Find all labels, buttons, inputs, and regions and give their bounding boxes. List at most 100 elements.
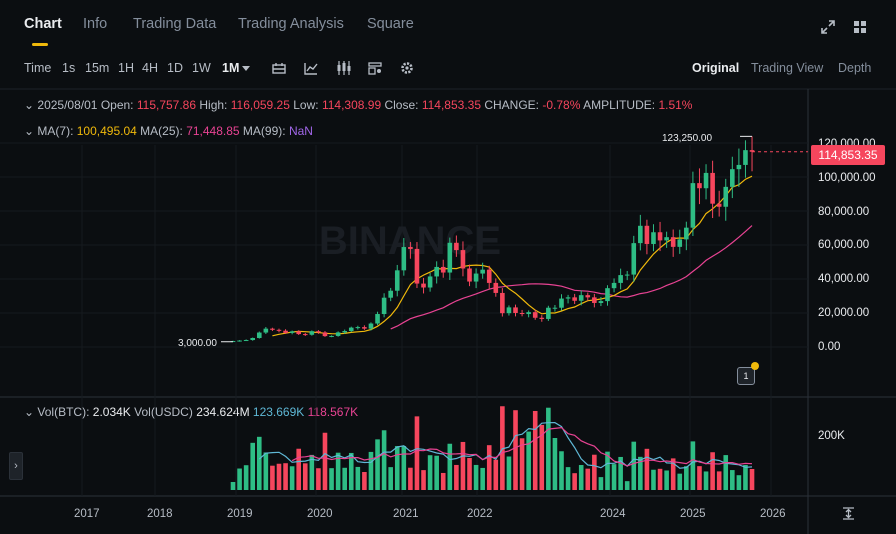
- high-label: High:: [199, 98, 228, 112]
- interval-1d[interactable]: 1D: [167, 61, 183, 75]
- tab-square[interactable]: Square: [367, 16, 414, 32]
- volume-bar: [473, 464, 479, 490]
- view-original[interactable]: Original: [692, 61, 740, 75]
- candle-body: [532, 312, 538, 318]
- volume-bar: [644, 448, 650, 490]
- ohlc-date: 2025/08/01: [37, 98, 98, 112]
- grid-icon[interactable]: [853, 20, 867, 34]
- candle-body: [657, 232, 663, 241]
- interval-1w[interactable]: 1W: [192, 61, 211, 75]
- candle-body: [329, 335, 334, 337]
- volume-bar: [532, 410, 538, 490]
- view-trading-view[interactable]: Trading View: [751, 61, 824, 75]
- ma-collapse-icon[interactable]: ⌄: [24, 124, 35, 138]
- ma99-value: NaN: [288, 124, 313, 138]
- tab-trading-data[interactable]: Trading Data: [133, 16, 217, 32]
- candle-body: [611, 282, 617, 289]
- interval-15m[interactable]: 15m: [85, 61, 110, 75]
- volume-line: ⌄ Vol(BTC): 2.034K Vol(USDC) 234.624M 12…: [24, 405, 358, 419]
- sidebar-toggle-icon[interactable]: ›: [9, 452, 23, 480]
- candle-body: [250, 337, 256, 341]
- tab-chart[interactable]: Chart: [24, 16, 62, 32]
- candle-body: [335, 332, 341, 336]
- volume-bar: [690, 441, 696, 490]
- x-axis-label: 2024: [600, 508, 626, 520]
- candle-body: [605, 288, 610, 302]
- candle-body: [342, 331, 347, 333]
- price-axis-label: 20,000.00: [818, 307, 870, 319]
- change-label: CHANGE:: [484, 98, 540, 112]
- vol-btc-value: 2.034K: [92, 405, 131, 419]
- volume-bar: [513, 410, 518, 490]
- vol-usdc-label: Vol(USDC): [134, 405, 193, 419]
- x-axis-label: 2017: [74, 508, 100, 520]
- expand-icon[interactable]: [821, 20, 835, 34]
- volume-bar: [480, 467, 485, 490]
- volume-bar: [447, 443, 453, 490]
- view-depth[interactable]: Depth: [838, 61, 872, 75]
- candle-body: [454, 242, 459, 251]
- indicator-icon[interactable]: [304, 62, 318, 75]
- interval-1m[interactable]: 1M: [222, 61, 240, 75]
- candle-type-icon[interactable]: [272, 62, 286, 75]
- candle-body: [670, 237, 676, 247]
- candle-body: [723, 186, 729, 207]
- interval-4h[interactable]: 4H: [142, 61, 158, 75]
- volume-bar: [440, 472, 446, 490]
- candle-body: [526, 312, 531, 315]
- x-axis-label: 2025: [680, 508, 706, 520]
- volume-bar: [631, 441, 637, 490]
- interval-1h[interactable]: 1H: [118, 61, 134, 75]
- candle-body: [506, 307, 512, 314]
- settings-icon[interactable]: [400, 61, 414, 75]
- interval-1s[interactable]: 1s: [62, 61, 76, 75]
- volume-bar: [316, 468, 321, 490]
- volume-bar: [421, 470, 426, 490]
- volume-bar: [730, 470, 735, 490]
- candle-body: [598, 301, 604, 303]
- volume-bar: [263, 452, 269, 490]
- template-icon[interactable]: [368, 62, 382, 75]
- candle-body: [585, 295, 591, 298]
- candle-body: [493, 282, 499, 293]
- vol-btc-label: Vol(BTC):: [37, 405, 90, 419]
- price-axis-label: 60,000.00: [818, 239, 870, 251]
- volume-bar: [506, 456, 512, 490]
- chart-style-icon[interactable]: [336, 61, 352, 75]
- volume-bar: [546, 407, 551, 490]
- volume-bar: [348, 452, 354, 490]
- volume-bar: [414, 416, 420, 490]
- candle-body: [730, 169, 735, 187]
- candle-body: [703, 172, 709, 189]
- x-axis-label: 2019: [227, 508, 253, 520]
- volume-bar: [697, 466, 702, 490]
- x-axis-label: 2022: [467, 508, 493, 520]
- volume-bar: [605, 451, 610, 490]
- volume-bar: [276, 463, 282, 490]
- candle-body: [592, 297, 597, 303]
- volume-bar: [289, 466, 295, 490]
- ohlc-line: ⌄ 2025/08/01 Open: 115,757.86 High: 116,…: [24, 98, 692, 112]
- candle-body: [618, 275, 623, 283]
- vol-collapse-icon[interactable]: ⌄: [24, 405, 35, 419]
- tab-info[interactable]: Info: [83, 16, 108, 32]
- x-axis-label: 2026: [760, 508, 786, 520]
- volume-bar: [237, 468, 242, 490]
- ma25-line: [390, 225, 753, 330]
- chevron-down-icon[interactable]: [242, 66, 250, 71]
- candle-body: [309, 331, 315, 335]
- fit-icon[interactable]: [842, 507, 855, 520]
- candle-body: [243, 340, 249, 342]
- candle-body: [375, 314, 380, 324]
- candle-body: [447, 242, 453, 273]
- volume-bar: [651, 469, 656, 490]
- volume-bar: [526, 431, 531, 490]
- collapse-arrow-icon[interactable]: ⌄: [24, 98, 35, 112]
- candle-body: [460, 250, 466, 269]
- news-icon[interactable]: 1: [737, 367, 755, 385]
- volume-bar: [743, 464, 748, 490]
- volume-bar: [736, 475, 742, 490]
- volume-bar: [638, 456, 643, 490]
- tab-trading-analysis[interactable]: Trading Analysis: [238, 16, 344, 32]
